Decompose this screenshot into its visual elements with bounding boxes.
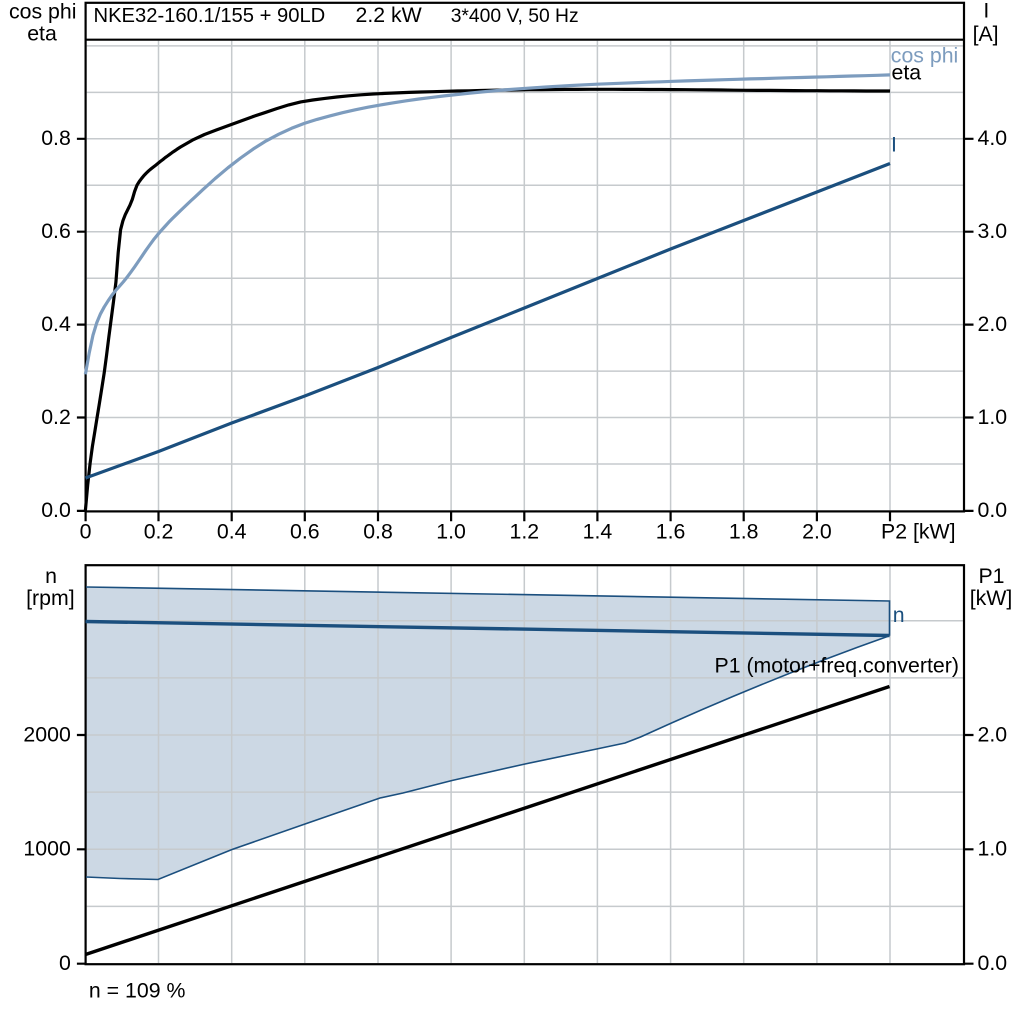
svg-text:P2 [kW]: P2 [kW] (881, 519, 956, 543)
svg-text:1.0: 1.0 (436, 519, 466, 543)
svg-text:cos phi: cos phi (9, 0, 76, 23)
svg-text:1.0: 1.0 (978, 405, 1008, 429)
svg-text:[A]: [A] (973, 22, 999, 46)
svg-text:0.0: 0.0 (41, 498, 71, 522)
svg-text:P1: P1 (978, 564, 1004, 588)
svg-text:0.6: 0.6 (290, 519, 320, 543)
svg-text:4.0: 4.0 (978, 126, 1008, 150)
svg-text:0.2: 0.2 (144, 519, 174, 543)
svg-text:eta: eta (27, 22, 57, 46)
svg-text:1.0: 1.0 (978, 837, 1008, 861)
svg-text:0: 0 (59, 951, 71, 975)
svg-text:2.0: 2.0 (978, 312, 1008, 336)
svg-text:I: I (891, 133, 897, 157)
svg-text:[kW]: [kW] (970, 586, 1013, 610)
svg-text:0.6: 0.6 (41, 219, 71, 243)
svg-text:NKE32-160.1/155 + 90LD: NKE32-160.1/155 + 90LD (94, 5, 326, 27)
svg-text:2.2 kW: 2.2 kW (356, 3, 423, 27)
svg-text:1.4: 1.4 (583, 519, 613, 543)
svg-text:0.2: 0.2 (41, 405, 71, 429)
svg-text:3.0: 3.0 (978, 219, 1008, 243)
svg-text:n = 109 %: n = 109 % (89, 978, 186, 1002)
svg-text:I: I (983, 0, 989, 23)
svg-text:n: n (45, 564, 57, 588)
svg-text:1.2: 1.2 (509, 519, 539, 543)
svg-text:0.0: 0.0 (978, 498, 1008, 522)
svg-text:3*400 V, 50 Hz: 3*400 V, 50 Hz (451, 6, 579, 27)
svg-text:1000: 1000 (23, 837, 71, 861)
svg-text:2.0: 2.0 (978, 722, 1008, 746)
svg-text:1.6: 1.6 (656, 519, 686, 543)
svg-text:0.8: 0.8 (363, 519, 393, 543)
svg-text:2000: 2000 (23, 722, 71, 746)
svg-text:n: n (893, 603, 905, 627)
svg-text:1.8: 1.8 (729, 519, 759, 543)
svg-text:[rpm]: [rpm] (26, 586, 75, 610)
svg-text:0.4: 0.4 (217, 519, 247, 543)
svg-text:P1 (motor+freq.converter): P1 (motor+freq.converter) (715, 653, 959, 677)
svg-text:cos phi: cos phi (891, 44, 958, 68)
svg-text:eta: eta (892, 61, 922, 85)
svg-text:0.8: 0.8 (41, 126, 71, 150)
svg-text:0.0: 0.0 (978, 951, 1008, 975)
svg-text:0.4: 0.4 (41, 312, 71, 336)
svg-text:0: 0 (80, 519, 92, 543)
svg-text:2.0: 2.0 (802, 519, 832, 543)
